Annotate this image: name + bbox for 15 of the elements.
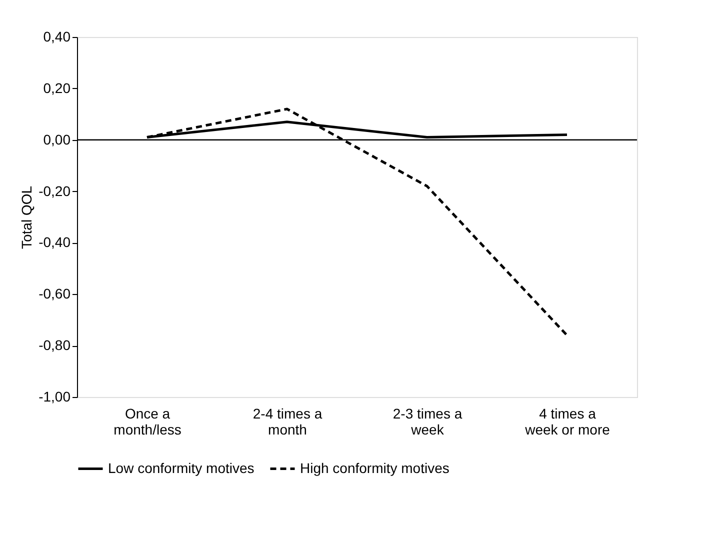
y-tick-label: -0,80	[38, 337, 71, 354]
y-axis-title: Total QOL	[18, 186, 35, 250]
x-tick-label: 4 times a week or more	[524, 406, 610, 438]
y-tick-label: 0,20	[43, 80, 71, 96]
x-tick-label: 2-4 times a month	[252, 406, 322, 438]
x-tick-label: Once a month/less	[114, 406, 182, 438]
y-tick-label: -0,60	[38, 286, 71, 302]
y-tick-label: -1,00	[38, 388, 71, 404]
y-tick-label: 0,40	[43, 28, 71, 44]
x-tick-label: 2-3 times a week	[392, 406, 462, 438]
y-tick-label: -0,40	[38, 234, 71, 250]
legend-label: High conformity motives	[300, 460, 450, 476]
y-tick-label: 0,00	[43, 131, 71, 148]
legend-label: Low conformity motives	[108, 460, 254, 476]
y-tick-label: -0,20	[38, 182, 71, 199]
